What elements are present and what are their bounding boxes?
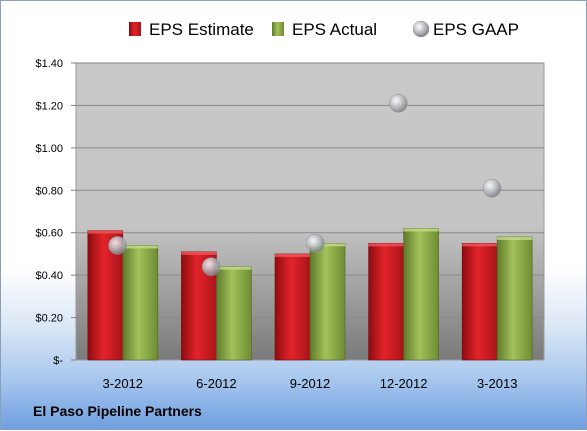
bar-eps-actual — [216, 266, 252, 361]
y-tick-label: $0.80 — [35, 185, 63, 197]
y-tick-label: $0.40 — [35, 270, 63, 282]
bar-top-highlight — [275, 253, 310, 257]
bar-eps-estimate — [461, 243, 498, 361]
gaap-point — [306, 234, 325, 253]
bar-top-highlight — [403, 228, 439, 232]
y-tick-label: $0.20 — [35, 313, 63, 325]
bar-top-highlight — [122, 245, 158, 249]
legend-swatch — [412, 20, 430, 38]
legend-label: EPS Actual — [292, 20, 377, 39]
legend-swatch — [129, 22, 141, 36]
y-axis-ticks: $- $0.20 $0.40 $0.60 $0.80 $1.00 $1.20 $1.40 — [35, 58, 76, 367]
x-axis-ticks: 3-2012 6-2012 9-2012 12-2012 3-2013 — [103, 376, 518, 391]
y-tick-label: $1.20 — [35, 100, 63, 112]
gaap-point — [389, 94, 408, 113]
x-tick-label: 12-2012 — [380, 376, 428, 391]
company-name: El Paso Pipeline Partners — [33, 403, 202, 419]
x-tick-label: 6-2012 — [196, 376, 236, 391]
y-tick-label: $- — [53, 355, 63, 367]
gaap-point — [108, 236, 127, 255]
y-tick-label: $1.00 — [35, 143, 63, 155]
bar-eps-estimate — [274, 253, 311, 361]
legend-label: EPS Estimate — [149, 20, 254, 39]
bar-top-highlight — [181, 251, 217, 255]
legend-label: EPS GAAP — [433, 20, 519, 39]
y-tick-label: $1.40 — [35, 58, 63, 70]
bar-top-highlight — [216, 266, 252, 270]
bar-top-highlight — [497, 236, 533, 240]
bar-eps-estimate — [368, 243, 404, 361]
bar-top-highlight — [310, 243, 345, 247]
x-tick-label: 9-2012 — [290, 376, 330, 391]
bar-eps-actual — [496, 236, 533, 361]
legend-swatch — [272, 22, 284, 36]
bar-eps-actual — [403, 228, 439, 361]
gaap-points — [108, 94, 502, 276]
gaap-point — [482, 178, 502, 198]
bars — [87, 228, 533, 361]
bar-top-highlight — [368, 243, 404, 247]
y-tick-label: $0.60 — [35, 228, 63, 240]
bar-eps-actual — [309, 243, 346, 361]
x-tick-label: 3-2012 — [103, 376, 143, 391]
legend: EPS Estimate EPS Actual EPS GAAP — [129, 20, 519, 39]
bar-top-highlight — [87, 230, 123, 234]
bar-eps-actual — [122, 245, 159, 361]
gaap-point — [201, 257, 221, 276]
x-tick-label: 3-2013 — [477, 376, 517, 391]
bar-top-highlight — [462, 243, 498, 247]
